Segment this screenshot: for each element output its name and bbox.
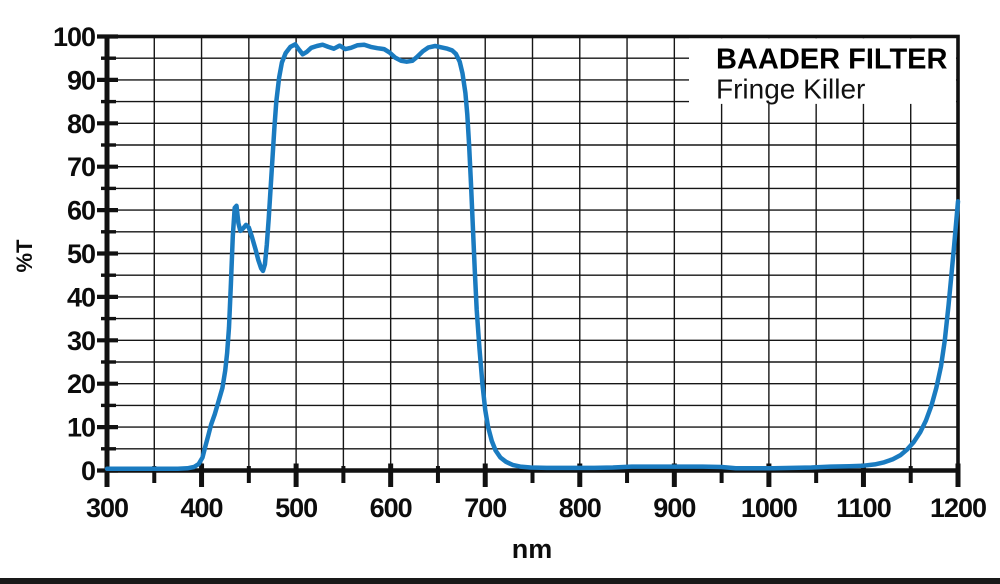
legend-subtitle: Fringe Killer bbox=[716, 74, 865, 105]
y-tick-label: 100 bbox=[53, 22, 95, 52]
x-axis-label: nm bbox=[512, 534, 553, 564]
y-tick-label: 0 bbox=[81, 456, 95, 486]
transmission-curve bbox=[104, 42, 961, 472]
x-tick-label: 900 bbox=[653, 493, 695, 523]
x-tick-label: 1100 bbox=[836, 493, 891, 523]
y-tick-label: 60 bbox=[67, 196, 95, 226]
bottom-border-bar bbox=[0, 578, 1000, 584]
y-tick-label: 20 bbox=[67, 369, 95, 399]
x-tick-label: 800 bbox=[559, 493, 601, 523]
legend-title: BAADER FILTER bbox=[716, 44, 948, 76]
x-tick-label: 300 bbox=[86, 493, 128, 523]
x-tick-label: 1200 bbox=[930, 493, 986, 523]
y-tick-label: 40 bbox=[67, 282, 95, 312]
axis-tick-labels: 0 10 20 30 40 50 60 70 80 90 100 300 400 500 600 700 800… bbox=[53, 22, 987, 523]
x-tick-label: 1000 bbox=[741, 493, 797, 523]
x-tick-label: 400 bbox=[181, 493, 223, 523]
x-tick-label: 700 bbox=[464, 493, 506, 523]
x-tick-label: 500 bbox=[275, 493, 317, 523]
y-tick-label: 30 bbox=[67, 326, 95, 356]
y-tick-label: 80 bbox=[67, 109, 95, 139]
legend-box bbox=[689, 38, 956, 104]
x-tick-label: 600 bbox=[370, 493, 412, 523]
y-tick-label: 70 bbox=[67, 152, 95, 182]
y-tick-label: 90 bbox=[67, 65, 95, 95]
y-axis-label: %T bbox=[12, 239, 37, 273]
y-tick-label: 10 bbox=[67, 413, 95, 443]
y-tick-label: 50 bbox=[67, 239, 95, 269]
